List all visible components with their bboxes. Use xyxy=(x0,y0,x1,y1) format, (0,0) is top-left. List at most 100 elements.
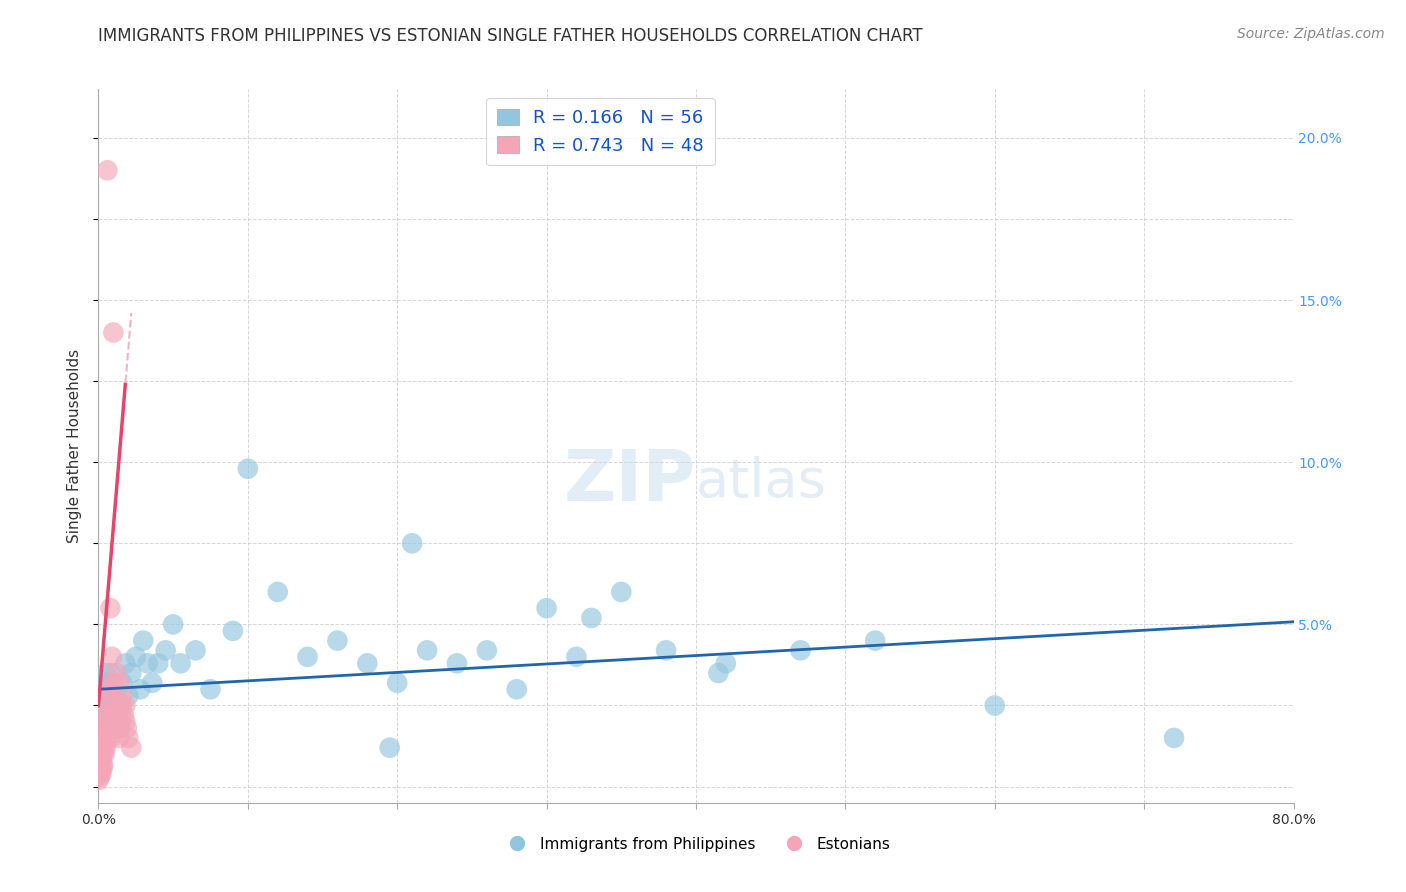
Point xyxy=(101,708,124,723)
Point xyxy=(865,633,887,648)
Point xyxy=(565,649,588,664)
Point xyxy=(94,698,117,713)
Point xyxy=(108,721,131,735)
Text: atlas: atlas xyxy=(696,456,827,508)
Point xyxy=(115,721,138,735)
Point xyxy=(90,766,112,780)
Point xyxy=(200,682,222,697)
Point xyxy=(655,643,678,657)
Point xyxy=(155,643,177,657)
Text: ZIP: ZIP xyxy=(564,447,696,516)
Point xyxy=(236,461,259,475)
Point xyxy=(98,689,122,703)
Point xyxy=(401,536,423,550)
Point xyxy=(91,682,114,697)
Text: Source: ZipAtlas.com: Source: ZipAtlas.com xyxy=(1237,27,1385,41)
Point xyxy=(96,708,118,723)
Point xyxy=(104,698,127,713)
Point xyxy=(94,740,117,755)
Point xyxy=(97,721,120,735)
Point xyxy=(125,649,148,664)
Point xyxy=(91,731,114,745)
Point xyxy=(385,675,409,690)
Point xyxy=(536,601,558,615)
Point xyxy=(416,643,439,657)
Point xyxy=(267,585,290,599)
Point xyxy=(91,756,114,771)
Point xyxy=(103,326,125,340)
Point xyxy=(103,721,125,735)
Point xyxy=(90,764,112,778)
Point xyxy=(93,689,115,703)
Point xyxy=(114,714,136,729)
Point xyxy=(610,585,633,599)
Point xyxy=(96,163,118,178)
Point xyxy=(98,666,122,681)
Point xyxy=(107,721,129,735)
Point xyxy=(984,698,1007,713)
Point xyxy=(103,721,125,735)
Point xyxy=(98,731,122,745)
Point xyxy=(114,698,136,713)
Y-axis label: Single Father Households: Single Father Households xyxy=(67,349,83,543)
Point xyxy=(132,633,155,648)
Point xyxy=(506,682,529,697)
Point xyxy=(105,666,128,681)
Point xyxy=(326,633,349,648)
Point xyxy=(94,731,117,745)
Point xyxy=(120,666,142,681)
Point xyxy=(97,714,120,729)
Point xyxy=(110,714,132,729)
Point xyxy=(111,698,134,713)
Point xyxy=(108,731,131,745)
Point xyxy=(90,754,112,768)
Point xyxy=(97,682,120,697)
Point xyxy=(129,682,152,697)
Point xyxy=(356,657,378,671)
Point xyxy=(789,643,811,657)
Point xyxy=(111,689,134,703)
Point xyxy=(120,740,142,755)
Point xyxy=(110,698,132,713)
Point xyxy=(222,624,245,638)
Point xyxy=(1163,731,1185,745)
Point xyxy=(581,611,603,625)
Point xyxy=(117,689,139,703)
Point xyxy=(107,714,129,729)
Legend: Immigrants from Philippines, Estonians: Immigrants from Philippines, Estonians xyxy=(494,829,898,859)
Point xyxy=(96,675,118,690)
Point xyxy=(91,760,114,774)
Point xyxy=(169,657,191,671)
Point xyxy=(114,657,136,671)
Point xyxy=(105,689,128,703)
Point xyxy=(104,708,127,723)
Point xyxy=(91,747,114,761)
Point xyxy=(148,657,170,671)
Point xyxy=(707,666,730,681)
Point xyxy=(101,698,124,713)
Point xyxy=(112,708,135,723)
Point xyxy=(117,731,139,745)
Point xyxy=(97,682,120,697)
Point xyxy=(103,675,125,690)
Point xyxy=(162,617,184,632)
Point xyxy=(297,649,319,664)
Point xyxy=(94,708,117,723)
Point xyxy=(184,643,207,657)
Point xyxy=(101,649,124,664)
Point xyxy=(105,714,128,729)
Point xyxy=(111,675,134,690)
Point xyxy=(108,675,131,690)
Point xyxy=(98,708,122,723)
Point xyxy=(96,721,118,735)
Point xyxy=(89,770,111,784)
Point xyxy=(90,740,112,755)
Point xyxy=(93,740,115,755)
Point xyxy=(101,689,124,703)
Point xyxy=(96,698,118,713)
Point xyxy=(89,764,111,778)
Point xyxy=(141,675,163,690)
Point xyxy=(378,740,401,755)
Text: IMMIGRANTS FROM PHILIPPINES VS ESTONIAN SINGLE FATHER HOUSEHOLDS CORRELATION CHA: IMMIGRANTS FROM PHILIPPINES VS ESTONIAN … xyxy=(98,27,924,45)
Point xyxy=(96,731,118,745)
